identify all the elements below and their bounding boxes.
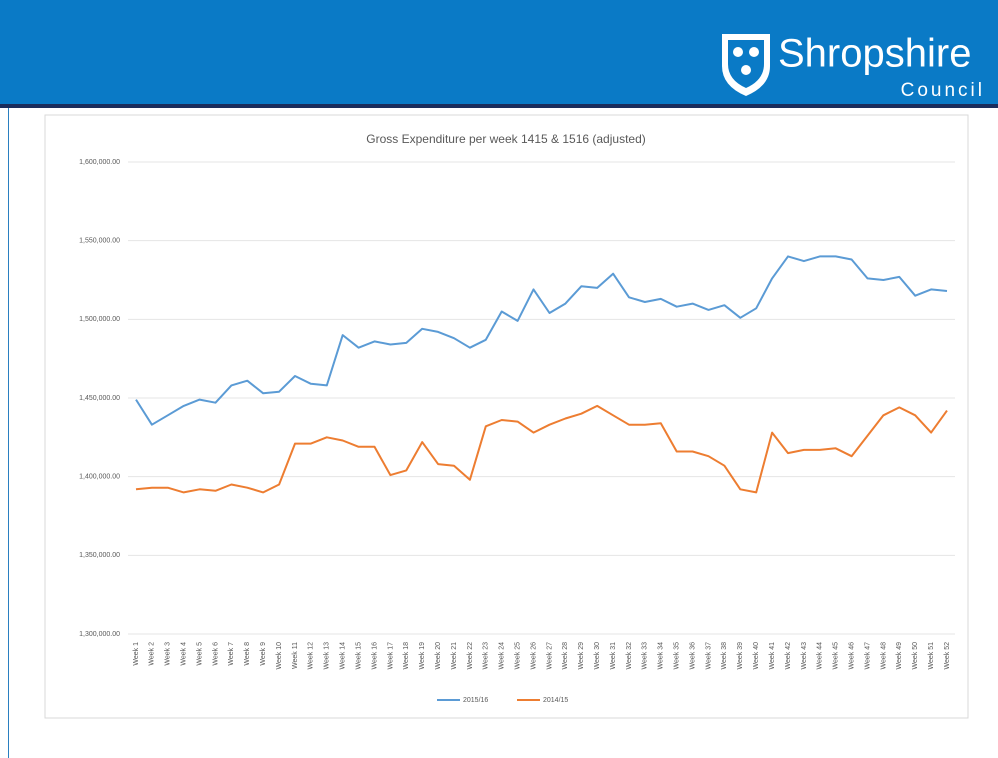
x-tick-label: Week 19 [419, 642, 426, 670]
x-tick-label: Week 21 [451, 642, 458, 670]
x-tick-label: Week 43 [801, 642, 808, 670]
chart-frame [44, 114, 969, 719]
x-tick-label: Week 50 [912, 642, 919, 670]
x-tick-label: Week 28 [562, 642, 569, 670]
x-tick-label: Week 38 [721, 642, 728, 670]
x-tick-label: Week 29 [578, 642, 585, 670]
line-series [135, 404, 948, 494]
y-tick-label: 1,300,000.00 [79, 631, 120, 638]
x-tick-label: Week 45 [833, 642, 840, 670]
x-tick-label: Week 51 [928, 642, 935, 670]
x-tick-label: Week 1 [133, 642, 140, 666]
x-tick-label: Week 3 [165, 642, 172, 666]
x-tick-label: Week 16 [371, 642, 378, 670]
x-tick-label: Week 23 [483, 642, 490, 670]
y-tick-label: 1,600,000.00 [79, 159, 120, 166]
x-tick-label: Week 34 [658, 642, 665, 670]
x-tick-label: Week 4 [181, 642, 188, 666]
x-tick-label: Week 36 [689, 642, 696, 670]
x-tick-label: Week 10 [276, 642, 283, 670]
x-tick-label: Week 46 [848, 642, 855, 670]
legend-label: 2014/15 [543, 697, 568, 704]
x-tick-label: Week 17 [387, 642, 394, 670]
line-series [135, 255, 948, 426]
x-tick-label: Week 40 [753, 642, 760, 670]
x-tick-label: Week 39 [737, 642, 744, 670]
legend-label: 2015/16 [463, 697, 488, 704]
x-tick-label: Week 41 [769, 642, 776, 670]
x-tick-label: Week 42 [785, 642, 792, 670]
x-tick-label: Week 27 [546, 642, 553, 670]
x-tick-label: Week 26 [530, 642, 537, 670]
x-tick-label: Week 24 [499, 642, 506, 670]
x-tick-label: Week 13 [324, 642, 331, 670]
x-tick-label: Week 47 [864, 642, 871, 670]
x-tick-label: Week 48 [880, 642, 887, 670]
x-tick-label: Week 7 [228, 642, 235, 666]
x-tick-label: Week 31 [610, 642, 617, 670]
x-tick-label: Week 25 [514, 642, 521, 670]
x-tick-label: Week 20 [435, 642, 442, 670]
x-tick-label: Week 37 [705, 642, 712, 670]
x-tick-label: Week 14 [340, 642, 347, 670]
x-tick-label: Week 18 [403, 642, 410, 670]
x-tick-label: Week 5 [196, 642, 203, 666]
y-tick-label: 1,450,000.00 [79, 395, 120, 402]
x-tick-label: Week 22 [467, 642, 474, 670]
x-tick-label: Week 9 [260, 642, 267, 666]
x-tick-label: Week 33 [642, 642, 649, 670]
header-band [0, 0, 998, 104]
x-tick-label: Week 30 [594, 642, 601, 670]
chart-title: Gross Expenditure per week 1415 & 1516 (… [366, 132, 646, 146]
y-tick-label: 1,350,000.00 [79, 552, 120, 559]
left-rule [8, 108, 9, 758]
header-rule [0, 104, 998, 108]
logo-title: Shropshire [778, 32, 971, 76]
x-tick-label: Week 8 [244, 642, 251, 666]
x-tick-label: Week 35 [674, 642, 681, 670]
logo-subtitle: Council [901, 80, 985, 101]
x-tick-label: Week 12 [308, 642, 315, 670]
x-tick-label: Week 2 [149, 642, 156, 666]
x-tick-label: Week 32 [626, 642, 633, 670]
x-tick-label: Week 6 [212, 642, 219, 666]
y-tick-label: 1,550,000.00 [79, 238, 120, 245]
y-tick-label: 1,400,000.00 [79, 474, 120, 481]
x-tick-label: Week 49 [896, 642, 903, 670]
x-tick-label: Week 44 [817, 642, 824, 670]
x-tick-label: Week 52 [944, 642, 951, 670]
y-tick-label: 1,500,000.00 [79, 316, 120, 323]
x-tick-label: Week 11 [292, 642, 299, 669]
x-tick-label: Week 15 [355, 642, 362, 670]
logo-crest [722, 34, 770, 96]
